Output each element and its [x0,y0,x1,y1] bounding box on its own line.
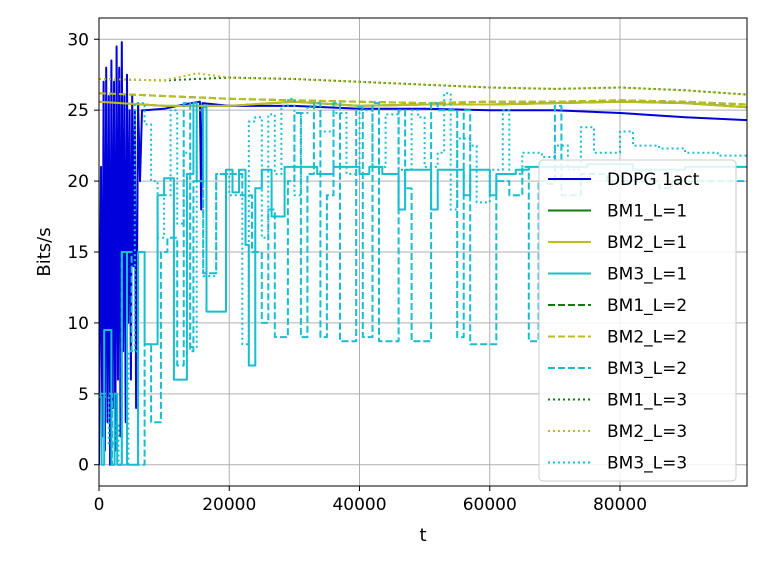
legend-label: BM2_L=1 [607,233,687,253]
y-tick-label: 5 [78,385,89,405]
y-ticks: 0 5 10 15 20 25 30 [67,30,99,476]
legend-label: BM3_L=1 [607,265,687,285]
y-tick-label: 25 [67,101,89,121]
legend-label: BM1_L=3 [607,391,687,411]
legend-label: DDPG 1act [607,170,700,190]
series-group [99,41,747,466]
legend-label: BM1_L=1 [607,202,687,222]
legend-label: BM2_L=2 [607,328,687,348]
series-line-bm3-l-2 [99,102,747,466]
y-tick-label: 10 [67,314,89,334]
legend-label: BM3_L=3 [607,454,687,474]
legend-label: BM1_L=2 [607,296,687,316]
series-line-bm1-l-3 [99,76,747,96]
x-tick-label: 40000 [332,495,386,515]
series-line-bm2-l-1 [99,100,747,109]
series-line-bm3-l-1 [99,102,747,466]
y-tick-label: 30 [67,30,89,50]
x-tick-label: 60000 [463,495,517,515]
x-tick-label: 0 [94,495,105,515]
legend-label: BM2_L=3 [607,422,687,442]
y-axis-label: Bits/s [34,227,55,276]
x-axis-label: t [419,525,426,546]
series-line-bm2-l-2 [99,92,747,106]
y-tick-label: 15 [67,243,89,263]
x-ticks: 0 20000 40000 60000 80000 [94,486,647,515]
y-tick-label: 0 [78,456,89,476]
legend-label: BM3_L=2 [607,359,687,379]
series-line-bm2-l-3 [99,72,747,96]
x-tick-label: 20000 [202,495,256,515]
y-tick-label: 20 [67,172,89,192]
legend: DDPG 1act BM1_L=1 BM2_L=1 BM3_L=1 BM1_L=2 BM2… [538,159,737,482]
legend-box [538,159,737,482]
series-line-ddpg-1act [99,41,747,466]
x-tick-label: 80000 [593,495,647,515]
series-line-bm3-l-3 [99,92,747,466]
